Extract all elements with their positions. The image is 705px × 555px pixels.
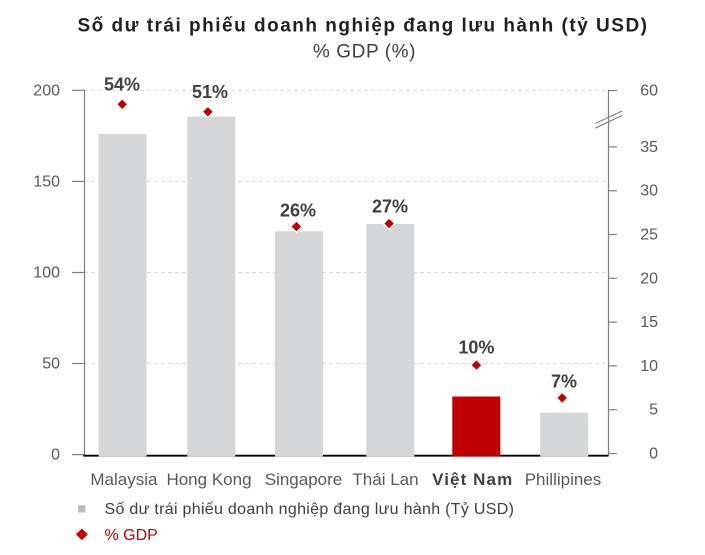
svg-text:10: 10: [640, 358, 658, 375]
svg-text:60: 60: [640, 83, 658, 100]
svg-text:Việt Nam: Việt Nam: [432, 470, 513, 489]
svg-text:Malaysia: Malaysia: [90, 470, 158, 489]
svg-text:200: 200: [33, 82, 60, 99]
svg-text:10%: 10%: [458, 337, 494, 357]
svg-text:0: 0: [649, 446, 658, 463]
svg-text:100: 100: [33, 265, 60, 282]
svg-text:54%: 54%: [104, 74, 140, 94]
svg-text:20: 20: [640, 270, 658, 287]
svg-text:26%: 26%: [280, 201, 316, 221]
svg-text:Phillipines: Phillipines: [525, 470, 602, 489]
svg-text:% GDP: % GDP: [105, 527, 158, 544]
svg-text:0: 0: [51, 447, 60, 464]
svg-text:27%: 27%: [372, 197, 408, 217]
svg-text:% GDP (%): % GDP (%): [313, 42, 416, 63]
svg-text:Singapore: Singapore: [265, 470, 343, 489]
svg-text:50: 50: [42, 356, 60, 373]
svg-text:25: 25: [640, 227, 658, 244]
svg-text:7%: 7%: [551, 372, 577, 392]
svg-text:35: 35: [640, 139, 658, 156]
svg-text:Hong Kong: Hong Kong: [166, 470, 251, 489]
svg-text:150: 150: [33, 173, 60, 190]
svg-text:Thái Lan: Thái Lan: [352, 470, 418, 489]
svg-text:Số dư trái phiếu doanh nghiệp: Số dư trái phiếu doanh nghiệp đang lưu h…: [78, 16, 649, 37]
svg-text:Số dư trái phiếu doanh nghiệp: Số dư trái phiếu doanh nghiệp đang lưu h…: [105, 501, 515, 518]
svg-text:30: 30: [640, 183, 658, 200]
svg-text:5: 5: [649, 402, 658, 419]
svg-text:15: 15: [640, 314, 658, 331]
svg-text:51%: 51%: [192, 82, 228, 102]
